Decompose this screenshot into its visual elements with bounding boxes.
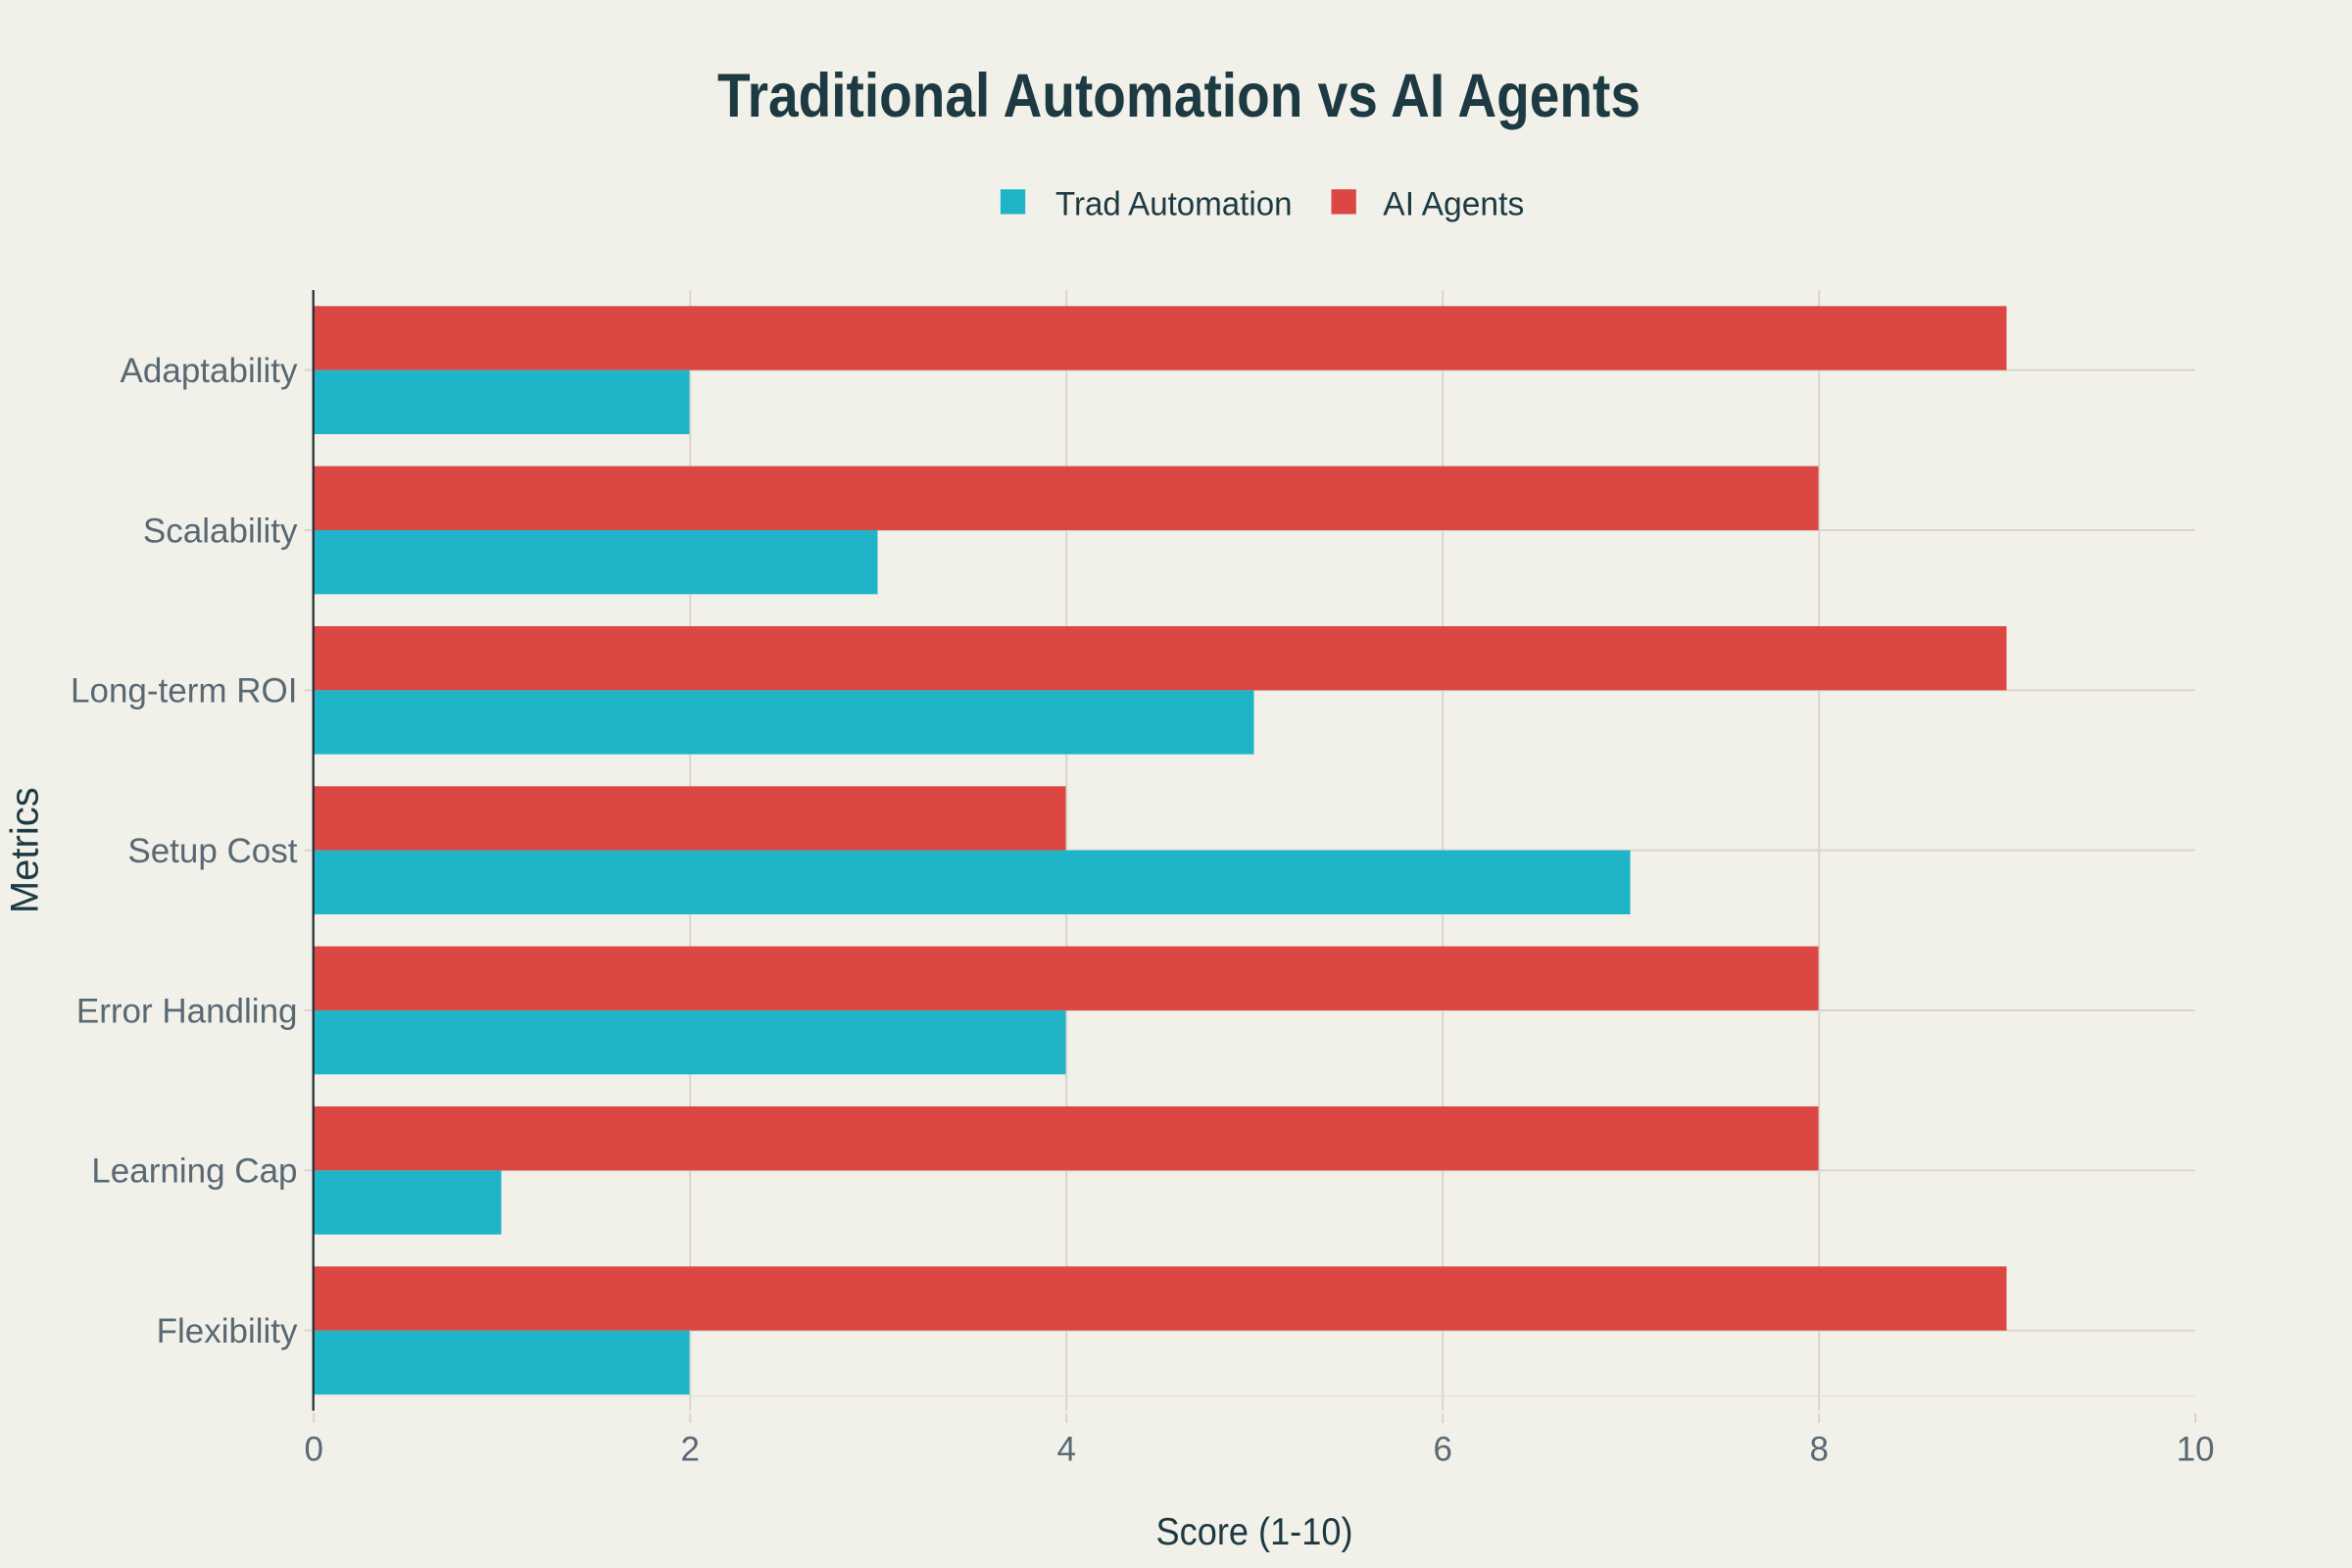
svg-text:10: 10: [2177, 1431, 2215, 1469]
svg-text:Error Handling: Error Handling: [76, 992, 298, 1030]
svg-text:Flexibility: Flexibility: [157, 1312, 298, 1350]
svg-text:Adaptability: Adaptability: [121, 352, 298, 390]
svg-text:Long-term ROI: Long-term ROI: [71, 672, 297, 710]
svg-text:Trad Automation: Trad Automation: [1055, 185, 1293, 222]
svg-text:Scalability: Scalability: [143, 512, 298, 550]
svg-text:Learning Cap: Learning Cap: [91, 1152, 297, 1191]
svg-text:AI Agents: AI Agents: [1383, 185, 1524, 222]
svg-text:Traditional Automation vs AI A: Traditional Automation vs AI Agents: [717, 62, 1641, 130]
svg-text:8: 8: [1809, 1431, 1828, 1469]
svg-text:4: 4: [1056, 1431, 1075, 1469]
svg-text:2: 2: [680, 1431, 699, 1469]
svg-text:Setup Cost: Setup Cost: [127, 832, 297, 870]
svg-text:0: 0: [304, 1431, 322, 1469]
svg-text:Score (1-10): Score (1-10): [1156, 1511, 1353, 1553]
svg-text:6: 6: [1433, 1431, 1451, 1469]
svg-text:Metrics: Metrics: [4, 787, 47, 913]
